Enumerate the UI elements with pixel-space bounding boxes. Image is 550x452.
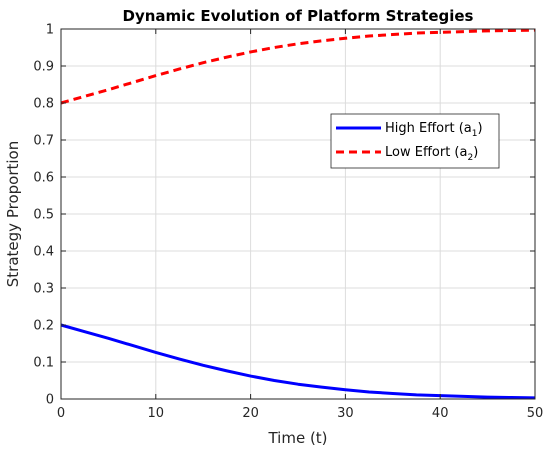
y-axis-label: Strategy Proportion [4,141,22,287]
y-tick-label: 0.1 [33,356,54,371]
legend-box [330,113,500,169]
y-tick-label: 0.5 [33,208,54,223]
y-tick-label: 0.6 [33,171,54,186]
series-line-high-effort [60,323,536,400]
x-tick-label: 10 [148,406,165,421]
x-tick-label: 0 [57,406,65,421]
x-tick-label: 20 [242,406,259,421]
legend-entry-low-effort: Low Effort (a2) [385,145,478,163]
y-tick-label: 0.7 [33,134,54,149]
y-tick-label: 0.9 [33,60,54,75]
y-tick-label: 0.4 [33,245,54,260]
y-tick-label: 0.3 [33,282,54,297]
ticks: 0 10 20 30 40 50 0 0.1 0.2 0.3 0.4 0.5 0.6 0.7 0.8 0.9 1 [33,23,543,422]
x-tick-label: 50 [527,406,544,421]
y-tick-label: 0 [46,393,54,408]
series-line-low-effort [60,28,536,105]
series-lines [60,28,536,400]
y-tick-label: 0.2 [33,319,54,334]
x-tick-label: 40 [432,406,449,421]
x-tick-label: 30 [337,406,354,421]
x-axis-label: Time (t) [267,429,327,447]
chart-title: Dynamic Evolution of Platform Strategies [123,7,474,25]
legend-entry-high-effort: High Effort (a1) [385,121,483,139]
y-tick-label: 1 [46,23,54,38]
legend: High Effort (a1) Low Effort (a2) [330,113,500,169]
grid [60,28,536,400]
y-tick-label: 0.8 [33,97,54,112]
